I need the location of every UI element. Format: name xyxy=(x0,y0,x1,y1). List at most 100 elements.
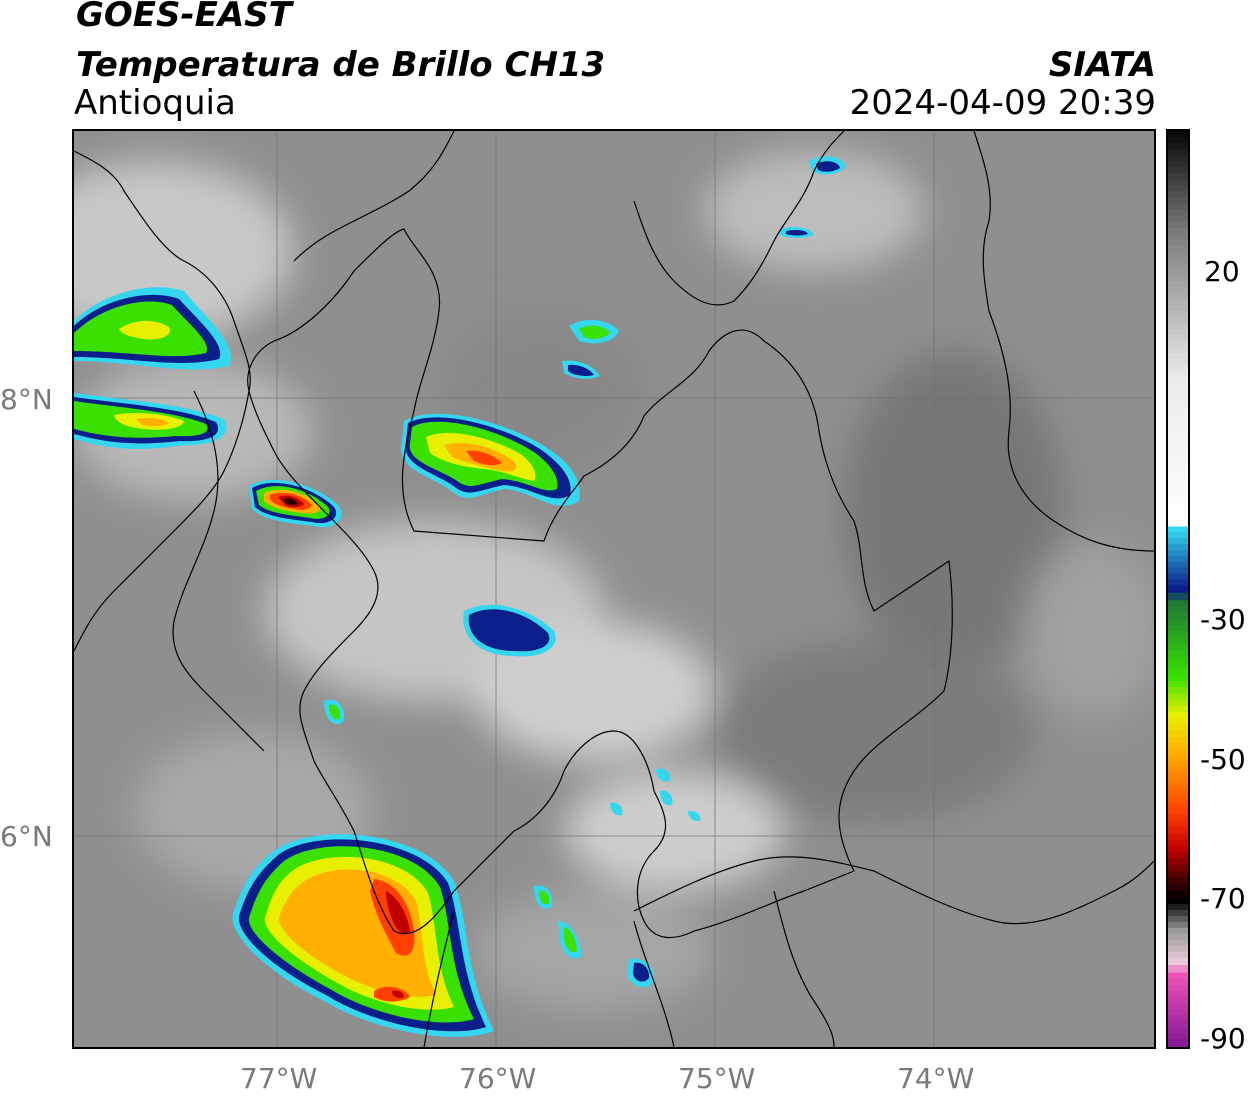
colorbar-band xyxy=(1168,209,1188,217)
colorbar-tick-label: -90 xyxy=(1200,1022,1246,1055)
colorbar-band xyxy=(1168,251,1188,259)
storm-cell-central-north xyxy=(400,413,580,506)
colorbar-band xyxy=(1168,668,1188,676)
colorbar-band xyxy=(1168,990,1188,998)
colorbar-band xyxy=(1168,179,1188,187)
colorbar-band xyxy=(1168,370,1188,378)
colorbar-band xyxy=(1168,519,1188,527)
colorbar-band xyxy=(1168,358,1188,366)
department-border-southwest xyxy=(423,910,455,1047)
colorbar-band xyxy=(1168,796,1188,804)
colorbar-band xyxy=(1168,191,1188,199)
colorbar-band xyxy=(1168,612,1188,620)
colorbar-band xyxy=(1168,814,1188,822)
colorbar-band xyxy=(1168,293,1188,300)
colorbar-band xyxy=(1168,909,1188,917)
colorbar-band xyxy=(1168,412,1188,420)
colorbar-band xyxy=(1168,507,1188,515)
colorbar-band xyxy=(1168,424,1188,431)
colorbar-band xyxy=(1168,233,1188,241)
colorbar-band xyxy=(1168,305,1188,312)
colorbar-band xyxy=(1168,699,1188,707)
colorbar-band xyxy=(1168,624,1188,632)
cold-cell-blue-central xyxy=(463,604,556,657)
colorbar-band xyxy=(1168,442,1188,449)
cold-cloud-area xyxy=(704,151,924,271)
colorbar-band xyxy=(1168,406,1188,414)
colorbar-tick-label: 20 xyxy=(1204,255,1240,288)
colorbar-band xyxy=(1168,430,1188,437)
storm-cell-red-core xyxy=(249,479,342,528)
colorbar-band xyxy=(1168,1009,1188,1016)
colorbar-band xyxy=(1168,161,1188,168)
colorbar-band xyxy=(1168,883,1188,892)
colorbar-band xyxy=(1168,802,1188,810)
colorbar-band xyxy=(1168,839,1188,847)
lon-tick-label: 74°W xyxy=(897,1062,975,1095)
lon-tick-label: 77°W xyxy=(240,1062,318,1095)
colorbar-band xyxy=(1168,549,1188,557)
colorbar-band xyxy=(1168,478,1188,485)
convective-cells xyxy=(74,156,846,1037)
datetime-label: 2024-04-09 20:39 xyxy=(849,83,1156,123)
colorbar-band xyxy=(1168,778,1188,786)
colorbar-band xyxy=(1168,149,1188,156)
colorbar-band xyxy=(1168,755,1188,762)
colorbar-band xyxy=(1168,388,1188,396)
colorbar-band xyxy=(1168,275,1188,283)
colorbar-band xyxy=(1168,287,1188,294)
product-title: Temperatura de Brillo CH13 xyxy=(76,45,606,85)
colorbar-band xyxy=(1168,705,1188,713)
colorbar-band xyxy=(1168,718,1188,725)
colorbar-band xyxy=(1168,649,1188,657)
colorbar-band xyxy=(1168,239,1188,247)
colorbar-band xyxy=(1168,1027,1188,1035)
colorbar-band xyxy=(1168,870,1188,878)
colorbar-band xyxy=(1168,173,1188,181)
colorbar-band xyxy=(1168,364,1188,372)
colorbar-band xyxy=(1168,951,1188,959)
department-border-east xyxy=(973,131,1154,552)
colorbar-band xyxy=(1168,711,1188,719)
colorbar-band xyxy=(1168,674,1188,682)
colorbar-band xyxy=(1168,323,1188,330)
colorbar-band xyxy=(1168,155,1188,162)
temperature-colorbar xyxy=(1166,129,1190,1049)
colorbar-band xyxy=(1168,227,1188,235)
lon-tick-label: 75°W xyxy=(678,1062,756,1095)
colorbar-band xyxy=(1168,904,1188,911)
antioquia-border xyxy=(247,228,953,939)
colorbar-band xyxy=(1168,215,1188,223)
department-border-southeast xyxy=(773,890,835,1047)
colorbar-band xyxy=(1168,957,1188,966)
colorbar-band xyxy=(1168,555,1188,563)
colorbar-band xyxy=(1168,978,1188,986)
colorbar-band xyxy=(1168,876,1188,884)
colorbar-band xyxy=(1168,680,1188,688)
colorbar-band xyxy=(1168,827,1188,835)
colorbar-band xyxy=(1168,984,1188,992)
colorbar-band xyxy=(1168,221,1188,229)
colorbar-band xyxy=(1168,996,1188,1004)
cold-cloud-area xyxy=(564,771,784,891)
colorbar-band xyxy=(1168,852,1188,859)
colorbar-band xyxy=(1168,400,1188,408)
colorbar-band xyxy=(1168,269,1188,277)
storm-cell-west-top xyxy=(74,287,231,370)
colorbar-band xyxy=(1168,1039,1188,1048)
cold-cloud-area xyxy=(474,891,714,1011)
colorbar-band xyxy=(1168,749,1188,756)
colorbar-band xyxy=(1168,185,1188,193)
colorbar-band xyxy=(1168,915,1188,923)
colorbar-band xyxy=(1168,890,1188,899)
colorbar-band xyxy=(1168,394,1188,402)
colorbar-band xyxy=(1168,766,1188,774)
colorbar-band xyxy=(1168,352,1188,360)
warm-area xyxy=(714,641,1034,821)
colorbar-band xyxy=(1168,245,1188,253)
colorbar-band xyxy=(1168,1015,1188,1022)
storm-cell-south-large xyxy=(232,834,494,1037)
colorbar-band xyxy=(1168,618,1188,626)
colorbar-band xyxy=(1168,466,1188,473)
colorbar-band xyxy=(1168,662,1188,670)
